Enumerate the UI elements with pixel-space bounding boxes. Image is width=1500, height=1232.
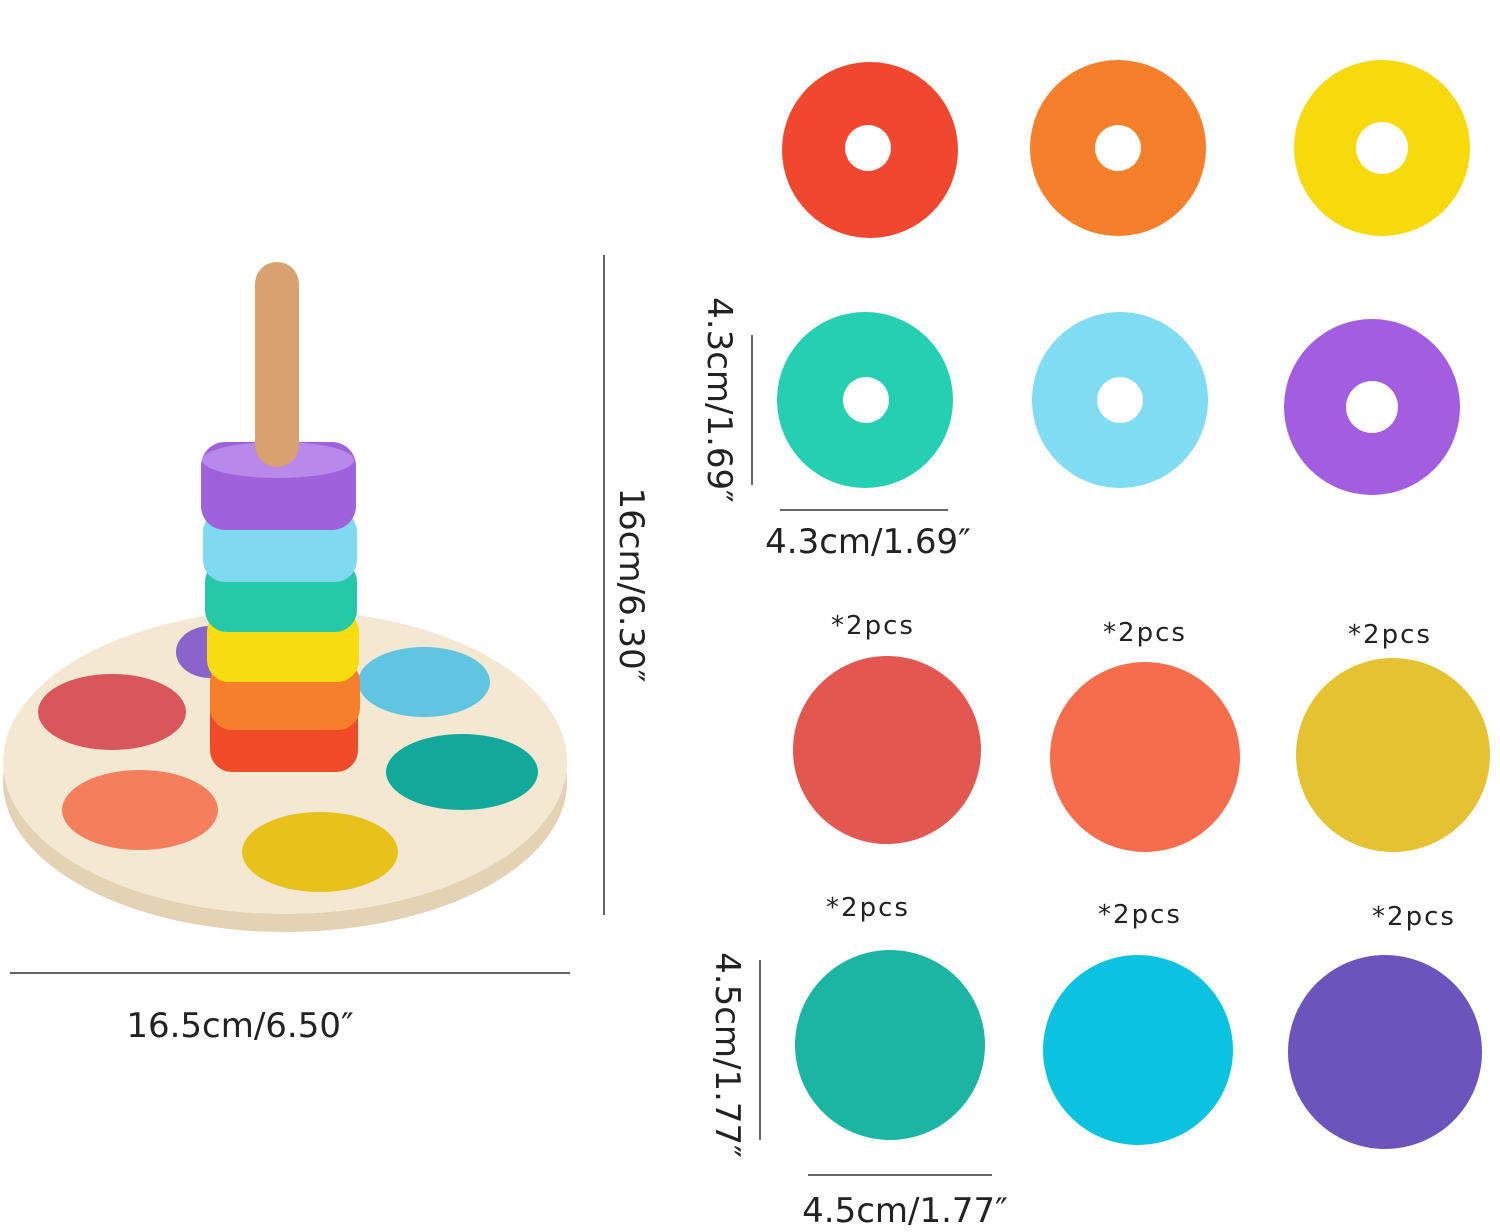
dimension-label: 4.3cm/1.69″	[699, 297, 739, 503]
hole	[62, 770, 218, 850]
quantity-label: *2pcs	[1103, 618, 1187, 648]
hole	[386, 734, 538, 810]
ring-hole	[1356, 122, 1408, 174]
disc	[793, 656, 981, 844]
dimension-label: 16.5cm/6.50″	[126, 1006, 353, 1046]
quantity-label: *2pcs	[1348, 620, 1432, 650]
quantity-label: *2pcs	[1098, 900, 1182, 930]
disc	[1296, 658, 1490, 852]
hole	[38, 674, 186, 750]
peg	[255, 262, 299, 467]
disc	[1288, 955, 1482, 1149]
disc	[1043, 955, 1233, 1145]
dimension-label: 4.5cm/1.77″	[802, 1191, 1008, 1231]
hole	[358, 647, 490, 717]
discs	[793, 656, 1490, 1149]
rings	[777, 60, 1470, 495]
ring-hole	[1095, 125, 1141, 171]
disc	[795, 950, 985, 1140]
hole	[242, 812, 398, 892]
dimension-label: 16cm/6.30″	[611, 488, 651, 683]
dimension-label: 4.5cm/1.77″	[707, 952, 747, 1158]
ring-hole	[843, 377, 889, 423]
ring-hole	[1346, 381, 1398, 433]
quantity-label: *2pcs	[1372, 902, 1456, 932]
ring-hole	[1097, 377, 1143, 423]
quantity-label: *2pcs	[831, 611, 915, 641]
disc	[1050, 662, 1240, 852]
quantity-label: *2pcs	[826, 893, 910, 923]
ring-hole	[845, 125, 891, 171]
dimension-label: 4.3cm/1.69″	[765, 522, 971, 562]
ring-stack	[201, 262, 360, 772]
